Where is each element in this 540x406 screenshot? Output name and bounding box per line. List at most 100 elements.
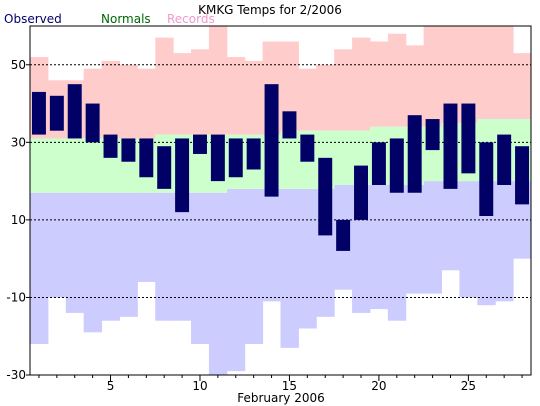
record-high-bar [387, 33, 407, 127]
record-low-bar [47, 192, 67, 298]
x-tick-label: 25 [461, 379, 476, 393]
record-high-bar [513, 53, 532, 120]
observed-bar [300, 134, 315, 162]
record-high-bar [459, 26, 478, 123]
record-low-bar [208, 192, 228, 375]
record-low-bar [65, 192, 85, 313]
record-high-bar [173, 53, 192, 135]
legend-observed: Observed [4, 12, 62, 26]
record-low-bar [495, 181, 514, 302]
record-low-bar [155, 192, 174, 321]
observed-bar [389, 138, 404, 193]
record-low-bar [387, 184, 407, 321]
y-tick-label: -10 [6, 290, 26, 304]
normal-range-bar [280, 130, 299, 189]
record-high-bar [405, 45, 425, 127]
record-low-bar [280, 188, 299, 348]
record-high-bar [298, 68, 317, 131]
record-low-bar [191, 192, 210, 344]
x-tick-label: 20 [371, 379, 386, 393]
observed-bar [461, 103, 476, 174]
record-high-bar [334, 49, 353, 131]
record-low-bar [30, 192, 49, 344]
observed-bar [425, 119, 440, 151]
normal-range-bar [47, 138, 67, 193]
record-low-bar [423, 181, 443, 294]
record-high-bar [191, 49, 210, 135]
observed-bar [443, 103, 458, 189]
record-high-bar [477, 26, 496, 120]
record-high-bar [101, 60, 120, 139]
chart-title: KMKG Temps for 2/2006 [198, 3, 342, 17]
record-low-bar [137, 192, 156, 282]
record-low-bar [262, 188, 281, 302]
observed-bar [31, 91, 46, 135]
record-high-bar [137, 68, 156, 139]
y-tick-label: -30 [6, 368, 26, 382]
plot-frame [29, 25, 532, 376]
record-low-bar [459, 181, 478, 298]
x-tick-label: 15 [282, 379, 297, 393]
observed-bar [479, 142, 494, 217]
record-low-bar [83, 192, 103, 333]
normal-range-bar [334, 130, 353, 185]
y-axis-ticks: -30 -10 10 30 50 [6, 58, 30, 382]
record-high-bar [316, 64, 335, 131]
observed-bar [336, 219, 351, 251]
observed-bar [264, 84, 279, 197]
x-tick-label: 10 [192, 379, 207, 393]
record-low-bar [101, 192, 120, 321]
observed-bar [157, 146, 172, 189]
record-high-bar [208, 26, 228, 135]
x-tick-label: 5 [107, 379, 115, 393]
record-low-bar [244, 188, 264, 344]
observed-bar [139, 138, 154, 178]
legend-records: Records [167, 12, 215, 26]
observed-bar [67, 84, 82, 139]
x-axis-label: February 2006 [237, 391, 325, 405]
observed-bar [121, 138, 136, 162]
record-high-bar [495, 26, 514, 120]
normal-range-bar [30, 138, 49, 193]
record-high-bar [423, 26, 443, 127]
observed-bar [103, 134, 118, 158]
observed-bar [497, 134, 512, 185]
record-low-bar [441, 181, 460, 271]
observed-bar [175, 138, 190, 213]
records-high-band [30, 26, 532, 139]
observed-bars [31, 84, 530, 251]
record-high-bar [441, 26, 460, 123]
record-low-bar [173, 192, 192, 321]
y-tick-label: 50 [11, 58, 26, 72]
record-low-bar [119, 192, 138, 317]
observed-bar [210, 134, 225, 182]
record-low-bar [369, 184, 389, 310]
record-high-bar [226, 57, 246, 135]
observed-bar [515, 146, 530, 205]
y-tick-label: 10 [11, 213, 26, 227]
observed-bar [371, 142, 386, 185]
record-high-bar [369, 41, 389, 127]
y-tick-label: 30 [11, 135, 26, 149]
normal-range-bar [65, 138, 85, 193]
record-low-bar [405, 184, 425, 294]
record-high-bar [280, 41, 299, 131]
record-low-bar [226, 188, 246, 372]
observed-bar [318, 157, 333, 236]
observed-bar [193, 134, 207, 154]
observed-bar [282, 111, 297, 139]
observed-bar [85, 103, 100, 143]
record-high-bar [352, 37, 371, 131]
observed-bar [246, 138, 261, 170]
x-axis-ticks: 5 10 15 20 25 [38, 375, 523, 393]
record-high-bar [119, 64, 138, 139]
observed-bar [354, 165, 368, 220]
normal-range-bar [83, 138, 103, 193]
record-high-bar [155, 37, 174, 135]
observed-bar [49, 95, 64, 131]
observed-bar [407, 115, 422, 193]
legend-normals: Normals [101, 12, 151, 26]
record-low-bar [298, 188, 317, 329]
observed-bar [228, 138, 243, 178]
